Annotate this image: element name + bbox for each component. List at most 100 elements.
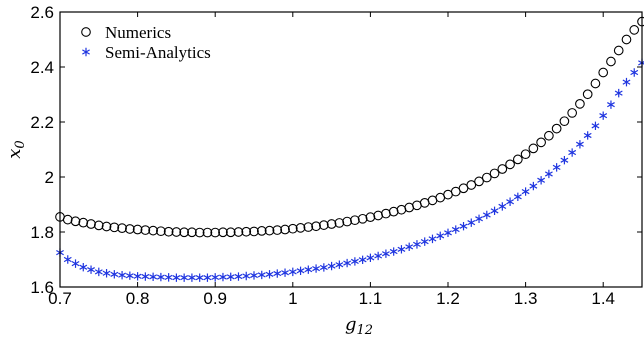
data-point-circle <box>318 220 329 230</box>
x-tick-label: 1.3 <box>514 289 538 308</box>
y-tick-label: 2.4 <box>30 58 54 77</box>
data-point-asterisk <box>513 192 522 201</box>
data-point-circle <box>241 226 252 237</box>
data-point-asterisk <box>444 228 452 238</box>
data-point-circle <box>342 216 352 227</box>
data-point-circle <box>295 223 306 233</box>
data-point-circle <box>202 227 213 238</box>
data-point-circle <box>280 224 290 235</box>
data-point-circle <box>536 137 546 148</box>
data-point-asterisk <box>436 231 445 241</box>
data-point-circle <box>481 172 492 183</box>
legend-marker-asterisk <box>82 47 90 57</box>
y-axis-label-subscript: 0 <box>13 140 28 148</box>
data-point-asterisk <box>607 100 615 109</box>
data-point-circle <box>171 227 182 237</box>
x-tick-label: 1 <box>288 289 297 308</box>
data-point-circle <box>264 225 275 236</box>
data-point-asterisk <box>242 271 251 281</box>
data-point-asterisk <box>211 273 220 282</box>
x-tick-label: 0.8 <box>126 289 150 308</box>
data-point-asterisk <box>110 270 119 279</box>
data-point-asterisk <box>630 68 639 77</box>
data-point-circle <box>466 180 477 190</box>
data-point-circle <box>381 208 391 219</box>
data-point-circle <box>124 224 135 234</box>
data-point-circle <box>575 98 585 109</box>
data-point-asterisk <box>498 202 507 211</box>
data-point-circle <box>101 221 112 232</box>
data-point-asterisk <box>537 176 546 185</box>
data-point-asterisk <box>281 268 289 277</box>
data-point-asterisk <box>312 264 321 273</box>
data-point-circle <box>86 219 96 229</box>
legend-item-semi-analytics: Semi-Analytics <box>82 43 211 62</box>
data-point-asterisk <box>552 163 561 172</box>
data-point-circle <box>598 67 609 78</box>
data-point-asterisk <box>428 234 437 244</box>
data-point-circle <box>117 223 127 233</box>
data-point-circle <box>210 227 221 238</box>
data-point-asterisk <box>125 271 134 280</box>
data-point-asterisk <box>381 249 390 258</box>
data-point-asterisk <box>599 111 608 120</box>
data-point-asterisk <box>273 269 282 278</box>
data-point-circle <box>567 108 578 118</box>
data-point-asterisk <box>389 247 398 256</box>
data-point-circle <box>233 227 244 237</box>
data-point-circle <box>520 149 531 160</box>
legend-marker-open-circle <box>81 27 91 37</box>
data-point-asterisk <box>374 251 383 261</box>
y-tick-label: 1.8 <box>30 223 54 242</box>
y-tick-label: 1.6 <box>30 278 54 297</box>
data-point-asterisk <box>366 253 375 263</box>
data-point-asterisk <box>94 267 103 277</box>
data-point-asterisk <box>149 272 158 282</box>
x-tick-label: 1.2 <box>436 289 460 308</box>
x-tick-label: 1.4 <box>591 289 615 308</box>
data-point-asterisk <box>335 260 344 269</box>
data-point-circle <box>187 227 197 238</box>
data-point-asterisk <box>63 255 72 264</box>
data-point-asterisk <box>180 273 189 282</box>
data-point-asterisk <box>265 270 274 279</box>
data-point-circle <box>350 215 360 226</box>
series-numerics <box>55 16 644 238</box>
legend-item-numerics: Numerics <box>81 23 171 42</box>
data-point-asterisk <box>219 272 227 282</box>
data-point-asterisk <box>622 77 631 87</box>
data-point-circle <box>78 217 89 228</box>
data-point-asterisk <box>87 265 95 274</box>
data-point-asterisk <box>506 197 515 206</box>
data-point-circle <box>93 220 104 231</box>
data-point-asterisk <box>560 156 569 165</box>
data-point-asterisk <box>172 273 181 282</box>
data-point-circle <box>512 154 523 165</box>
data-point-circle <box>109 222 120 233</box>
data-point-asterisk <box>397 245 406 254</box>
legend: Numerics Semi-Analytics <box>81 23 211 62</box>
data-point-circle <box>179 227 190 238</box>
data-point-asterisk <box>583 131 592 140</box>
data-point-asterisk <box>257 270 266 280</box>
data-point-asterisk <box>638 58 644 68</box>
x-axis-label-subscript: 12 <box>356 323 373 338</box>
data-point-circle <box>218 227 228 238</box>
data-point-asterisk <box>133 272 142 281</box>
data-point-asterisk <box>71 259 80 268</box>
data-point-asterisk <box>529 181 538 191</box>
data-point-asterisk <box>187 273 196 282</box>
data-point-circle <box>590 78 601 89</box>
data-point-circle <box>357 213 368 224</box>
data-point-circle <box>365 212 376 222</box>
data-point-asterisk <box>405 242 414 252</box>
data-point-asterisk <box>319 263 328 272</box>
data-point-asterisk <box>467 218 476 227</box>
x-axis-label-main: g <box>345 314 357 335</box>
data-point-circle <box>225 227 236 238</box>
data-point-circle <box>163 226 174 237</box>
data-point-circle <box>256 226 267 236</box>
data-point-circle <box>311 221 321 232</box>
data-point-circle <box>629 25 640 35</box>
